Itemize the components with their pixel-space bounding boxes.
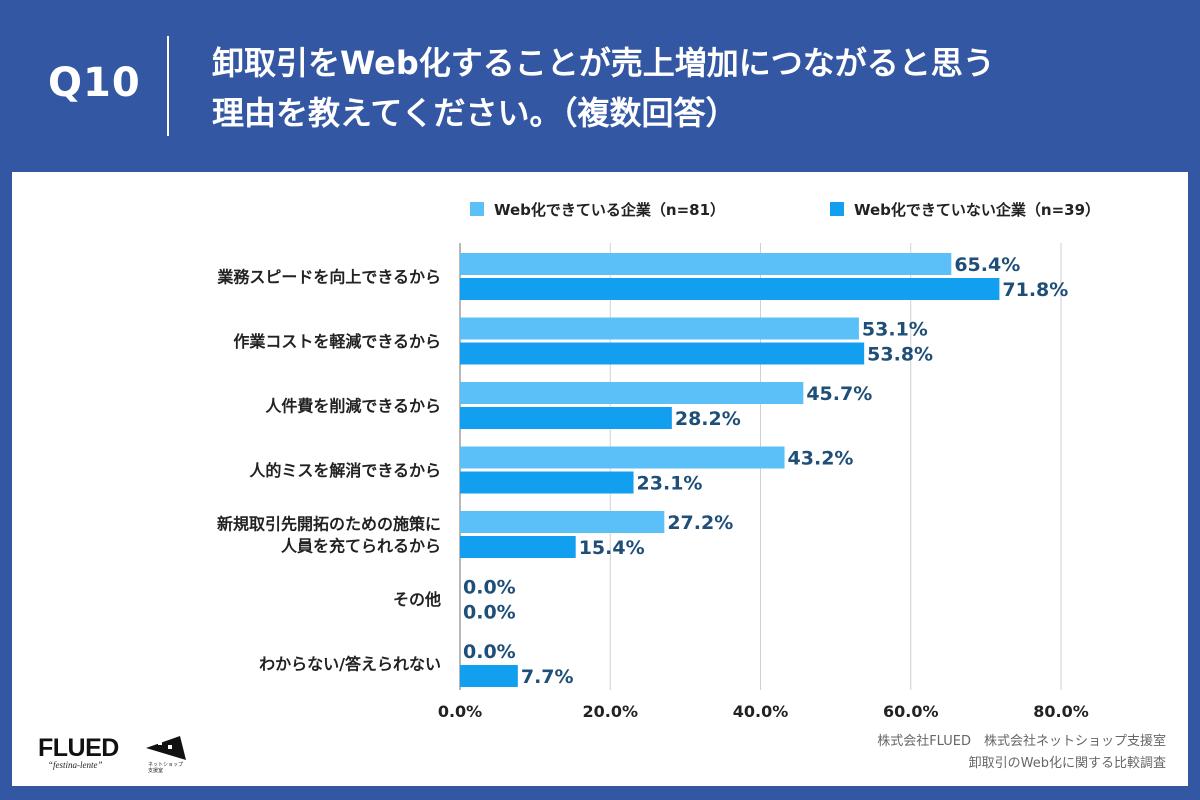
x-tick-label: 80.0%	[1033, 702, 1089, 721]
bar-value-label: 53.8%	[867, 344, 933, 366]
source-line-2: 卸取引のWeb化に関する比較調査	[968, 756, 1166, 771]
category-label: 業務スピードを向上できるから	[216, 268, 441, 287]
flued-tagline: “festina-lente”	[48, 760, 103, 770]
question-title-line1: 卸取引をWeb化することが売上増加につながると思う	[212, 44, 995, 82]
x-tick-label: 60.0%	[883, 702, 939, 721]
flued-logo: FLUED	[38, 734, 119, 762]
x-tick-label: 40.0%	[733, 702, 789, 721]
bar	[460, 536, 576, 558]
header: Q10 卸取引をWeb化することが売上増加につながると思う 理由を教えてください…	[0, 0, 1200, 172]
bar-value-label: 53.1%	[862, 319, 928, 341]
bar-value-label: 45.7%	[806, 383, 872, 405]
question-number: Q10	[48, 60, 141, 106]
bar	[460, 317, 859, 340]
legend-label: Web化できている企業（n=81）	[494, 201, 725, 219]
bar-value-label: 0.0%	[463, 641, 516, 663]
category-label: 人件費を削減できるから	[265, 397, 441, 416]
question-title: 卸取引をWeb化することが売上増加につながると思う 理由を教えてください。（複数…	[212, 38, 1172, 138]
category-label: わからない/答えられない	[259, 655, 441, 674]
bar	[460, 342, 865, 365]
category-label: 人的ミスを解消できるから	[249, 461, 441, 480]
bar-value-label: 71.8%	[1002, 279, 1068, 301]
bar-value-label: 0.0%	[463, 577, 516, 599]
bar	[460, 382, 804, 404]
question-title-line2: 理由を教えてください。（複数回答）	[212, 94, 738, 132]
bar-value-label: 65.4%	[954, 254, 1020, 276]
x-tick-label: 20.0%	[582, 702, 638, 721]
x-tick-label: 0.0%	[438, 702, 482, 721]
category-label: 作業コストを軽減できるから	[233, 332, 441, 351]
category-label: その他	[393, 590, 441, 609]
bar	[460, 446, 785, 469]
legend-swatch	[830, 202, 844, 216]
category-label: 人員を充てられるから	[281, 537, 441, 556]
bar-value-label: 27.2%	[667, 512, 733, 534]
bar	[460, 407, 672, 429]
netshop-logo-icon	[146, 736, 186, 760]
bar	[460, 278, 1000, 300]
source-credit: 株式会社FLUED 株式会社ネットショップ支援室 卸取引のWeb化に関する比較調…	[877, 731, 1166, 775]
legend-swatch	[470, 202, 484, 216]
bar	[460, 665, 518, 687]
bar-value-label: 15.4%	[579, 537, 645, 559]
bar-value-label: 23.1%	[637, 473, 703, 495]
bar-value-label: 28.2%	[675, 408, 741, 430]
category-label: 新規取引先開拓のための施策に	[217, 515, 441, 534]
bar	[460, 253, 952, 275]
header-divider	[167, 36, 169, 136]
legend-label: Web化できていない企業（n=39）	[854, 201, 1100, 219]
source-line-1: 株式会社FLUED 株式会社ネットショップ支援室	[877, 734, 1166, 749]
bar-value-label: 43.2%	[788, 448, 854, 470]
bar-value-label: 7.7%	[521, 666, 574, 688]
bar	[460, 511, 665, 533]
bar	[460, 471, 634, 494]
netshop-logo-text: ネットショップ 支援室	[148, 762, 184, 774]
bar-value-label: 0.0%	[463, 602, 516, 624]
